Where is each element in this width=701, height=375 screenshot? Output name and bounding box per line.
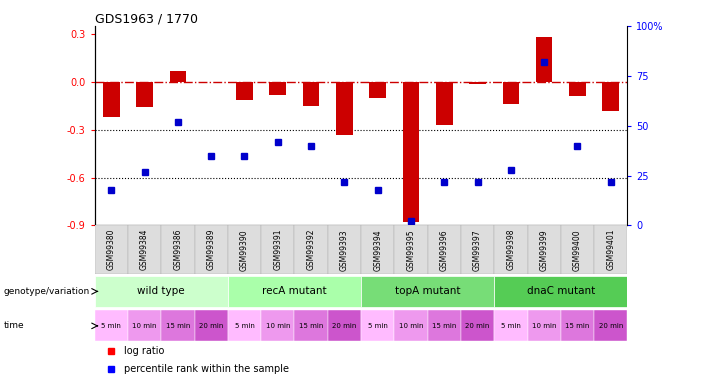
Text: GSM99394: GSM99394 — [373, 229, 382, 271]
FancyBboxPatch shape — [228, 276, 361, 307]
Text: log ratio: log ratio — [124, 346, 164, 356]
FancyBboxPatch shape — [428, 310, 461, 341]
Text: 15 min: 15 min — [299, 323, 323, 329]
Text: GSM99397: GSM99397 — [473, 229, 482, 271]
Bar — [336, 82, 353, 135]
FancyBboxPatch shape — [95, 310, 128, 341]
Text: GSM99389: GSM99389 — [207, 229, 216, 270]
Text: 10 min: 10 min — [266, 323, 290, 329]
Text: GSM99393: GSM99393 — [340, 229, 349, 271]
FancyBboxPatch shape — [294, 310, 327, 341]
FancyBboxPatch shape — [428, 225, 461, 274]
Text: GSM99384: GSM99384 — [140, 229, 149, 270]
Text: 20 min: 20 min — [332, 323, 357, 329]
FancyBboxPatch shape — [228, 310, 261, 341]
Bar — [103, 82, 120, 117]
FancyBboxPatch shape — [327, 225, 361, 274]
Text: GSM99396: GSM99396 — [440, 229, 449, 271]
FancyBboxPatch shape — [594, 310, 627, 341]
FancyBboxPatch shape — [594, 225, 627, 274]
Text: 20 min: 20 min — [599, 323, 623, 329]
Bar — [170, 71, 186, 82]
Text: 20 min: 20 min — [199, 323, 224, 329]
Text: GDS1963 / 1770: GDS1963 / 1770 — [95, 12, 198, 25]
FancyBboxPatch shape — [361, 276, 494, 307]
FancyBboxPatch shape — [461, 310, 494, 341]
Bar — [402, 82, 419, 222]
FancyBboxPatch shape — [561, 225, 594, 274]
FancyBboxPatch shape — [161, 225, 195, 274]
Text: GSM99386: GSM99386 — [173, 229, 182, 270]
Text: time: time — [4, 321, 24, 330]
Bar — [602, 82, 619, 111]
Bar — [469, 82, 486, 84]
Text: GSM99400: GSM99400 — [573, 229, 582, 271]
FancyBboxPatch shape — [228, 225, 261, 274]
Bar — [369, 82, 386, 98]
Text: 5 min: 5 min — [368, 323, 388, 329]
Text: 15 min: 15 min — [565, 323, 590, 329]
Text: GSM99390: GSM99390 — [240, 229, 249, 271]
Text: GSM99399: GSM99399 — [540, 229, 549, 271]
Text: percentile rank within the sample: percentile rank within the sample — [124, 364, 289, 374]
Text: 10 min: 10 min — [532, 323, 557, 329]
Text: 15 min: 15 min — [165, 323, 190, 329]
Text: GSM99395: GSM99395 — [407, 229, 416, 271]
Text: recA mutant: recA mutant — [262, 286, 327, 296]
Text: 15 min: 15 min — [432, 323, 456, 329]
Bar — [536, 38, 552, 82]
Bar — [236, 82, 253, 99]
Bar — [503, 82, 519, 104]
Text: GSM99398: GSM99398 — [506, 229, 515, 270]
Bar — [303, 82, 320, 106]
FancyBboxPatch shape — [561, 310, 594, 341]
FancyBboxPatch shape — [195, 225, 228, 274]
Text: 10 min: 10 min — [132, 323, 157, 329]
FancyBboxPatch shape — [461, 225, 494, 274]
Text: dnaC mutant: dnaC mutant — [526, 286, 595, 296]
FancyBboxPatch shape — [195, 310, 228, 341]
Text: GSM99392: GSM99392 — [306, 229, 315, 270]
Text: 10 min: 10 min — [399, 323, 423, 329]
Bar — [136, 82, 153, 108]
Bar — [569, 82, 586, 96]
FancyBboxPatch shape — [394, 310, 428, 341]
Text: 5 min: 5 min — [102, 323, 121, 329]
FancyBboxPatch shape — [394, 225, 428, 274]
Text: 5 min: 5 min — [501, 323, 521, 329]
Text: wild type: wild type — [137, 286, 185, 296]
Text: 5 min: 5 min — [235, 323, 254, 329]
Text: GSM99401: GSM99401 — [606, 229, 615, 270]
Text: genotype/variation: genotype/variation — [4, 287, 90, 296]
Text: GSM99391: GSM99391 — [273, 229, 283, 270]
FancyBboxPatch shape — [161, 310, 195, 341]
FancyBboxPatch shape — [327, 310, 361, 341]
FancyBboxPatch shape — [128, 310, 161, 341]
Text: topA mutant: topA mutant — [395, 286, 461, 296]
FancyBboxPatch shape — [494, 225, 528, 274]
Text: 20 min: 20 min — [465, 323, 490, 329]
FancyBboxPatch shape — [361, 310, 394, 341]
FancyBboxPatch shape — [128, 225, 161, 274]
FancyBboxPatch shape — [95, 276, 228, 307]
FancyBboxPatch shape — [261, 310, 294, 341]
Text: GSM99380: GSM99380 — [107, 229, 116, 270]
Bar — [436, 82, 453, 125]
FancyBboxPatch shape — [294, 225, 327, 274]
FancyBboxPatch shape — [361, 225, 394, 274]
FancyBboxPatch shape — [494, 276, 627, 307]
FancyBboxPatch shape — [528, 310, 561, 341]
FancyBboxPatch shape — [528, 225, 561, 274]
Bar — [269, 82, 286, 95]
FancyBboxPatch shape — [494, 310, 528, 341]
FancyBboxPatch shape — [261, 225, 294, 274]
FancyBboxPatch shape — [95, 225, 128, 274]
